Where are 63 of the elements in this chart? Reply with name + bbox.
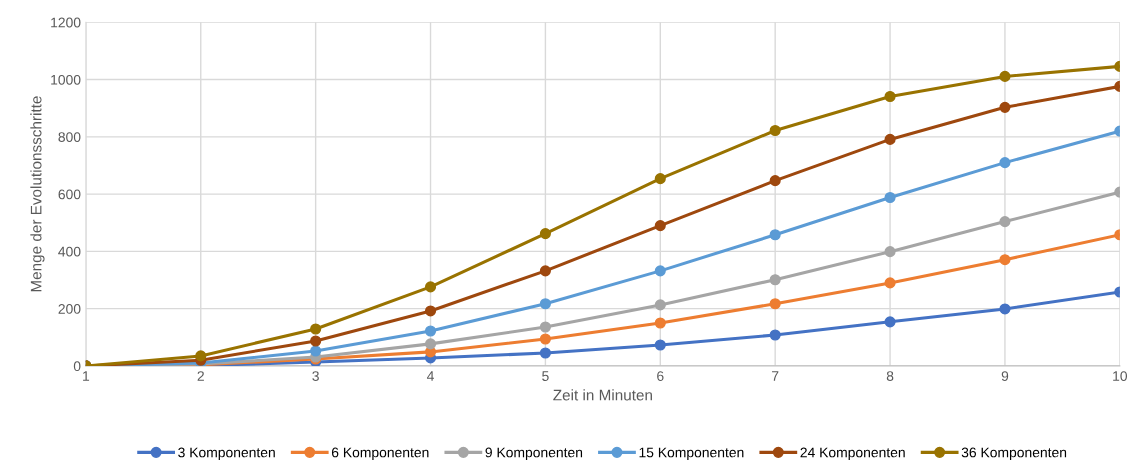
- x-tick-label: 8: [886, 371, 894, 381]
- point: [999, 157, 1011, 169]
- x-tick-label: 9: [1001, 371, 1009, 381]
- point: [884, 316, 896, 328]
- point: [195, 350, 207, 362]
- legend-label: 36 Komponenten: [961, 447, 1067, 461]
- point: [424, 305, 437, 317]
- point: [769, 175, 781, 187]
- point: [539, 298, 551, 310]
- point: [654, 173, 666, 185]
- point: [999, 254, 1011, 266]
- legend-label: 9 Komponenten: [485, 447, 583, 461]
- x-tick-label: 10: [1113, 371, 1128, 381]
- legend-label: 6 Komponenten: [331, 447, 429, 461]
- point: [539, 347, 551, 359]
- point: [769, 329, 781, 341]
- x-axis-title: Zeit in Minuten: [553, 389, 652, 401]
- point: [539, 333, 551, 345]
- point: [769, 124, 781, 137]
- point: [999, 70, 1011, 82]
- point: [310, 345, 322, 357]
- legend-label: 24 Komponenten: [800, 447, 905, 461]
- y-tick-label: 600: [58, 189, 81, 200]
- point: [654, 220, 666, 232]
- point: [539, 228, 551, 240]
- x-tick-label: 4: [426, 371, 434, 381]
- y-tick-label: 1000: [51, 74, 81, 85]
- point: [999, 101, 1011, 113]
- point: [310, 335, 322, 347]
- point: [654, 317, 666, 329]
- point: [654, 339, 666, 351]
- point: [539, 321, 551, 333]
- point: [884, 246, 896, 258]
- point: [884, 133, 896, 145]
- x-tick-label: 6: [657, 371, 664, 381]
- x-tick-label: 7: [772, 371, 779, 381]
- y-tick-label: 0: [73, 361, 81, 372]
- point: [999, 216, 1011, 228]
- point: [999, 303, 1011, 315]
- point: [884, 191, 896, 204]
- point: [424, 325, 437, 337]
- y-axis-title: Menge der Evolutionsschritte: [30, 96, 45, 292]
- point: [884, 277, 896, 289]
- x-tick-label: 5: [542, 371, 549, 381]
- y-tick-label: 1200: [51, 17, 81, 28]
- point: [310, 323, 322, 335]
- point: [769, 298, 781, 310]
- point: [654, 299, 666, 311]
- point: [424, 338, 437, 350]
- x-tick-label: 1: [83, 371, 90, 381]
- legend-label: 15 Komponenten: [639, 447, 744, 461]
- legend-label: 3 Komponenten: [178, 447, 275, 461]
- y-tick-label: 200: [58, 303, 81, 314]
- x-tick-label: 3: [312, 371, 319, 381]
- x-tick-label: 2: [197, 371, 204, 381]
- point: [884, 90, 896, 103]
- point: [539, 265, 551, 277]
- point: [654, 265, 666, 277]
- point: [769, 229, 781, 241]
- y-tick-label: 800: [58, 132, 81, 142]
- point: [424, 281, 437, 293]
- point: [769, 274, 781, 286]
- y-tick-label: 400: [58, 246, 81, 257]
